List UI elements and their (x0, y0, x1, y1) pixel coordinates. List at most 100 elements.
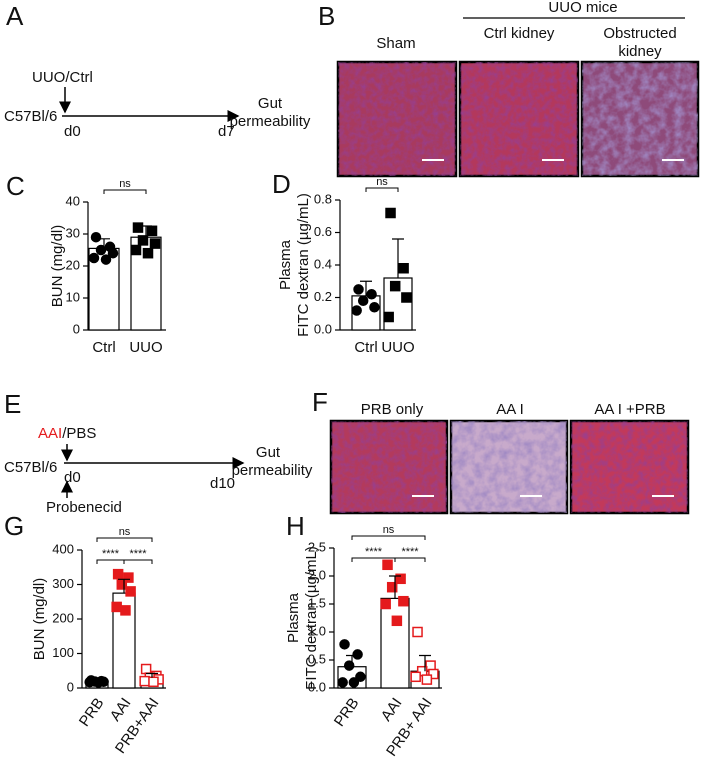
error-bar (140, 225, 152, 238)
y-tick-label: 20 (66, 257, 80, 272)
data-point (95, 244, 107, 256)
data-point (132, 222, 144, 233)
x-tick-label: PRB (331, 695, 363, 730)
data-point (380, 598, 391, 610)
bar-chart: C BUN (mg/dl) 0 10 20 30 40 Ctrl UUO ns (6, 171, 166, 356)
significance-label: ns (376, 176, 388, 188)
treatment-rest: /PBS (62, 425, 96, 442)
data-point (410, 671, 421, 683)
data-point (386, 581, 398, 593)
significance-bracket (123, 559, 153, 564)
end-day: d7 (218, 123, 235, 140)
x-tick-label: Ctrl (92, 339, 115, 356)
y-tick-label: 0.5 (308, 651, 326, 666)
data-point (391, 615, 403, 627)
histology-texture (571, 421, 688, 513)
y-tick-label: 30 (66, 225, 80, 240)
x-tick-label: AAI (378, 695, 406, 725)
image-label: PRB only (361, 401, 424, 418)
data-point (401, 292, 412, 303)
data-point (337, 677, 348, 688)
panel-letter: C (6, 171, 25, 201)
x-tick-label: UUO (381, 339, 414, 356)
histology-images (336, 60, 700, 178)
data-point (125, 586, 136, 597)
histology-texture (451, 421, 567, 513)
significance-label: ns (383, 524, 395, 536)
data-point (385, 207, 396, 219)
significance-label: **** (401, 546, 419, 558)
y-tick-label: 0 (67, 679, 74, 694)
data-point (369, 302, 380, 313)
image-label: Sham (376, 35, 415, 52)
y-tick-label: 0 (73, 321, 80, 336)
y-tick-label: 0.6 (314, 224, 332, 239)
y-axis-label: Plasma (285, 592, 302, 643)
panel-letter: G (4, 511, 24, 541)
data-point (116, 579, 128, 590)
y-tick-label: 40 (66, 193, 80, 208)
y-axis-label: FITC dextran (µg/mL) (303, 546, 320, 690)
histology-texture (331, 421, 447, 513)
data-point (112, 568, 124, 580)
start-day: d0 (64, 123, 81, 140)
significance-bracket (365, 187, 399, 192)
significance-label: **** (129, 548, 147, 560)
data-point (357, 295, 369, 306)
readout-label: Gut (258, 95, 283, 112)
panel-letter: H (286, 511, 305, 541)
y-tick-label: 1.5 (308, 595, 326, 610)
data-point (100, 254, 112, 265)
error-bar (389, 575, 401, 599)
y-tick-label: 0.0 (314, 321, 332, 336)
data-point (93, 677, 104, 688)
data-point (90, 231, 102, 243)
x-tick-label: Ctrl (354, 339, 377, 356)
histology-texture (582, 62, 698, 176)
data-point (130, 244, 142, 256)
data-point (398, 595, 409, 607)
data-point (111, 601, 122, 613)
error-bar (392, 238, 404, 278)
data-point (148, 676, 159, 688)
data-point (107, 247, 119, 259)
error-bar (419, 654, 431, 672)
y-tick-label: 1.0 (308, 623, 326, 638)
data-point (412, 626, 423, 638)
y-axis-label: BUN (mg/dl) (31, 578, 48, 661)
y-axis-label: FITC dextran (µg/mL) (295, 193, 312, 337)
image-label: Obstructed (603, 25, 676, 42)
y-tick-label: 200 (52, 610, 74, 625)
data-point (366, 289, 377, 300)
panel-letter: A (6, 1, 24, 31)
data-point (140, 663, 152, 675)
treatment-label: UUO/Ctrl (32, 69, 93, 86)
bar-chart: D Plasma FITC dextran (µg/mL) 0.0 0.2 0.4 0.6 0… (272, 169, 416, 356)
y-tick-label: 2.0 (308, 567, 326, 582)
data-point (398, 263, 409, 274)
data-point (353, 284, 364, 295)
histology-images (329, 419, 690, 515)
treatment-label: AAI/PBS (38, 425, 96, 442)
significance-label: ns (119, 178, 131, 190)
image-label: AA I +PRB (594, 401, 665, 418)
bar-chart: H Plasma FITC dextran (µg/mL)0.0 0.5 1.0 1.5 2… (285, 511, 442, 760)
panel-letter: D (272, 169, 291, 199)
y-tick-label: 100 (52, 645, 74, 660)
readout-label: permeability (230, 113, 311, 130)
y-axis-label: BUN (mg/dl) (49, 225, 66, 308)
data-point (137, 235, 149, 246)
data-point (389, 280, 401, 292)
data-point (120, 605, 131, 616)
data-point (421, 674, 433, 685)
significance-bracket (103, 189, 147, 194)
data-point (382, 559, 393, 571)
data-point (123, 572, 134, 583)
data-point (355, 671, 366, 683)
x-tick-label: PRB (76, 695, 108, 730)
data-point (339, 639, 350, 650)
image-label: Ctrl kidney (484, 25, 555, 42)
end-day: d10 (210, 475, 235, 492)
